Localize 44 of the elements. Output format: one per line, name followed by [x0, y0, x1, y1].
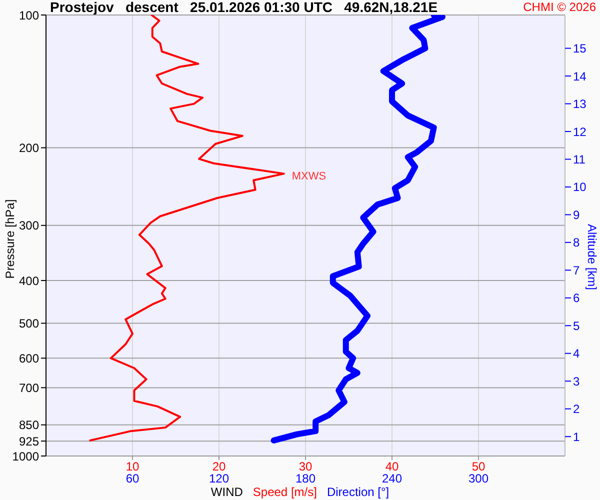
y2-tick-label: 1 — [573, 430, 580, 444]
y-tick-label: 700 — [18, 380, 40, 395]
y2-tick-label: 3 — [573, 374, 580, 388]
chart-title: Prostejov descent 25.01.2026 01:30 UTC 49.62N,18.21E — [50, 0, 438, 15]
y-tick-label: 500 — [18, 316, 40, 331]
y2-tick-label: 10 — [573, 180, 587, 194]
line-series — [89, 15, 285, 442]
x2-tick-label: 60 — [126, 472, 140, 486]
x-tick-label: 30 — [298, 460, 312, 474]
x-tick-label: 20 — [212, 460, 226, 474]
y2-tick-label: 12 — [573, 124, 587, 139]
y2-tick-label: 13 — [573, 97, 587, 112]
x-tick-label: 10 — [126, 460, 140, 474]
x-tick-label: 50 — [472, 460, 486, 474]
y-tick-label: 600 — [18, 351, 40, 366]
annotation: MXWS — [292, 170, 326, 182]
y-tick-label: 1000 — [12, 449, 40, 464]
y-tick-label: 200 — [18, 141, 40, 156]
y2-tick-label: 9 — [573, 208, 580, 222]
text: Direction [°] — [326, 485, 390, 499]
text: CHMI © 2026 — [523, 0, 596, 14]
y-tick-label: 300 — [18, 218, 40, 233]
y2-axis-title: Altitude [km] — [585, 222, 599, 292]
y2-tick-label: 8 — [573, 236, 580, 250]
y-tick-label: 925 — [18, 434, 40, 448]
y2-tick-label: 4 — [573, 346, 580, 361]
y2-tick-label: 7 — [573, 263, 580, 278]
y2-tick-label: 11 — [573, 152, 586, 166]
x2-tick-label: 300 — [468, 472, 489, 486]
y-tick-label: 400 — [18, 274, 40, 288]
y2-tick-label: 2 — [573, 402, 580, 416]
y2-tick-label: 15 — [573, 42, 587, 56]
y2-tick-label: 14 — [573, 69, 587, 84]
x-tick-label: 40 — [385, 460, 399, 474]
y-axis-title: Pressure [hPa] — [3, 198, 17, 281]
y-tick-label: 100 — [18, 8, 40, 22]
y2-tick-label: 6 — [573, 291, 580, 306]
y-tick-label: 850 — [18, 418, 40, 432]
x2-tick-label: 180 — [295, 472, 316, 486]
y2-tick-label: 5 — [573, 318, 580, 333]
x2-tick-label: 240 — [382, 472, 402, 486]
text: Speed [m/s] — [252, 485, 317, 499]
x-axis-title: WIND — [210, 485, 243, 499]
x2-tick-label: 120 — [208, 472, 230, 486]
